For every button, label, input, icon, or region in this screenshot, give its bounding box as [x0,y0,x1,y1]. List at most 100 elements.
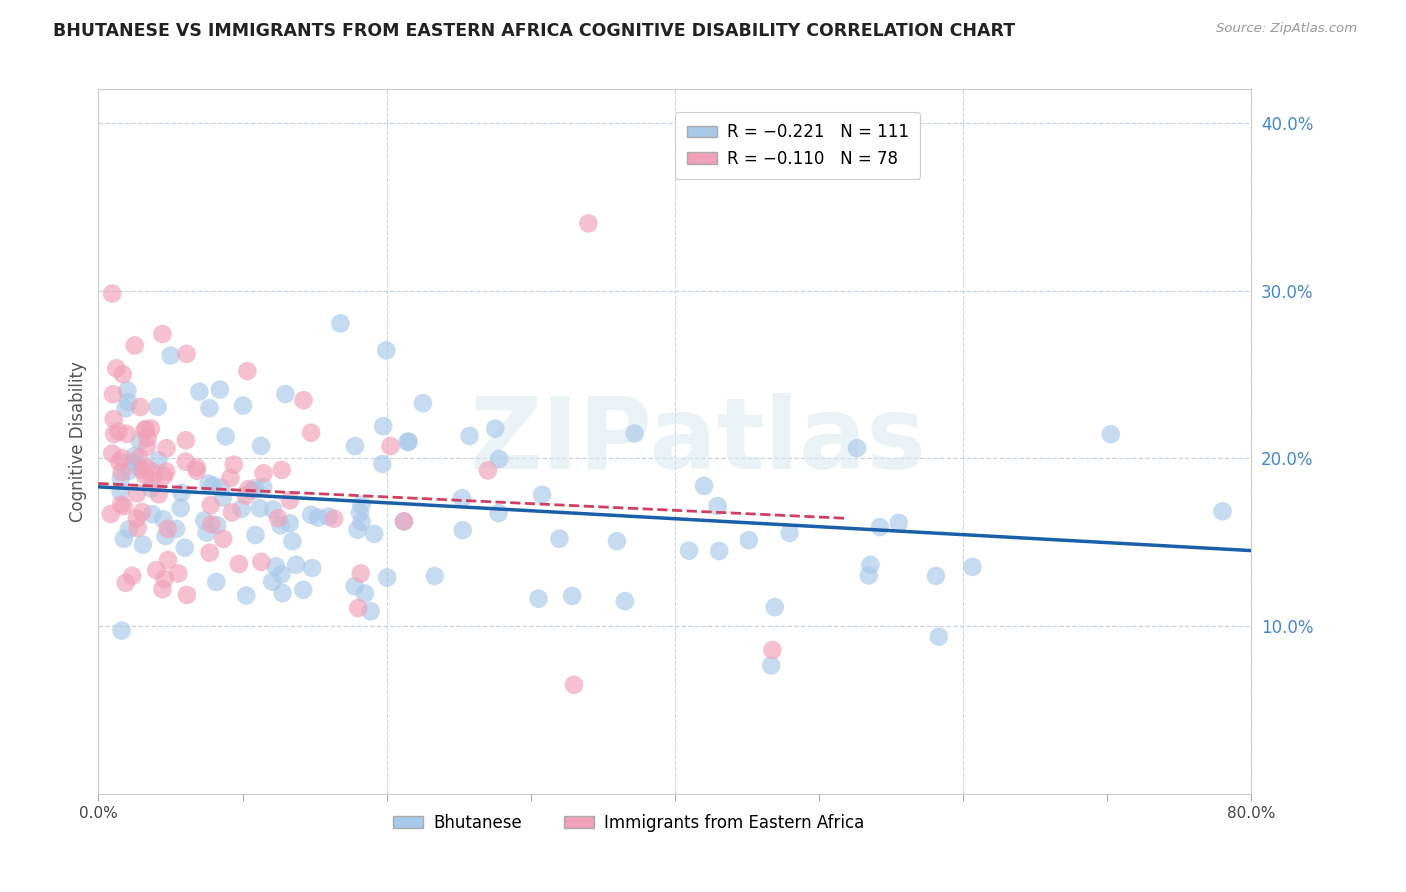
Point [155,529,177,543]
Point [155,441,177,455]
Text: ZIPatlas: ZIPatlas [470,393,927,490]
Point [134,468,156,483]
Point [375,570,398,584]
Point [380,439,402,453]
Point [292,582,315,597]
Point [613,594,636,608]
Point [215,429,238,443]
Point [738,533,761,548]
Point [105,361,128,376]
Point [678,543,700,558]
Point [142,474,165,488]
Point [270,518,292,533]
Point [250,439,273,453]
Point [360,604,382,618]
Point [858,568,880,582]
Point [363,527,385,541]
Point [412,396,434,410]
Point [134,423,156,437]
Point [1212,504,1234,518]
Point [392,514,415,528]
Point [373,419,395,434]
Point [318,509,340,524]
Point [170,501,193,516]
Text: BHUTANESE VS IMMIGRANTS FROM EASTERN AFRICA COGNITIVE DISABILITY CORRELATION CHA: BHUTANESE VS IMMIGRANTS FROM EASTERN AFR… [53,22,1015,40]
Point [249,501,271,516]
Point [118,464,141,478]
Point [350,515,373,529]
Y-axis label: Cognitive Disability: Cognitive Disability [69,361,87,522]
Point [136,431,159,445]
Point [606,534,628,549]
Point [343,439,366,453]
Point [250,555,273,569]
Point [129,400,152,414]
Point [278,516,301,531]
Point [252,467,274,481]
Point [343,579,366,593]
Point [131,463,153,477]
Point [110,484,132,499]
Point [141,507,163,521]
Point [323,511,346,525]
Point [155,465,177,479]
Point [267,511,290,525]
Point [245,528,267,542]
Point [299,425,322,440]
Point [548,532,571,546]
Point [278,493,301,508]
Point [1099,427,1122,442]
Point [761,643,783,657]
Point [706,499,728,513]
Point [146,400,169,414]
Point [117,395,139,409]
Point [262,574,284,589]
Point [398,434,420,449]
Point [153,572,176,586]
Point [208,383,231,397]
Point [135,422,157,436]
Point [111,367,134,381]
Point [152,326,174,341]
Point [236,364,259,378]
Point [195,525,218,540]
Point [232,399,254,413]
Point [392,515,415,529]
Point [114,575,136,590]
Point [962,560,984,574]
Point [198,401,221,416]
Point [709,544,731,558]
Point [174,455,197,469]
Point [128,434,150,449]
Point [928,630,950,644]
Point [488,506,510,520]
Point [108,455,131,469]
Point [925,569,948,583]
Point [165,522,187,536]
Point [107,425,129,439]
Point [136,440,159,454]
Point [561,589,583,603]
Point [350,566,373,581]
Point [118,522,141,536]
Point [221,505,243,519]
Point [152,512,174,526]
Point [307,510,329,524]
Point [188,384,211,399]
Point [329,316,352,330]
Point [153,469,176,483]
Point [142,465,165,479]
Point [262,502,284,516]
Point [115,426,138,441]
Point [174,434,197,448]
Point [205,574,228,589]
Point [252,480,274,494]
Point [301,561,323,575]
Point [125,511,148,525]
Point [110,498,132,512]
Point [114,401,136,416]
Point [451,523,474,537]
Point [264,559,287,574]
Point [869,520,891,534]
Point [186,464,208,478]
